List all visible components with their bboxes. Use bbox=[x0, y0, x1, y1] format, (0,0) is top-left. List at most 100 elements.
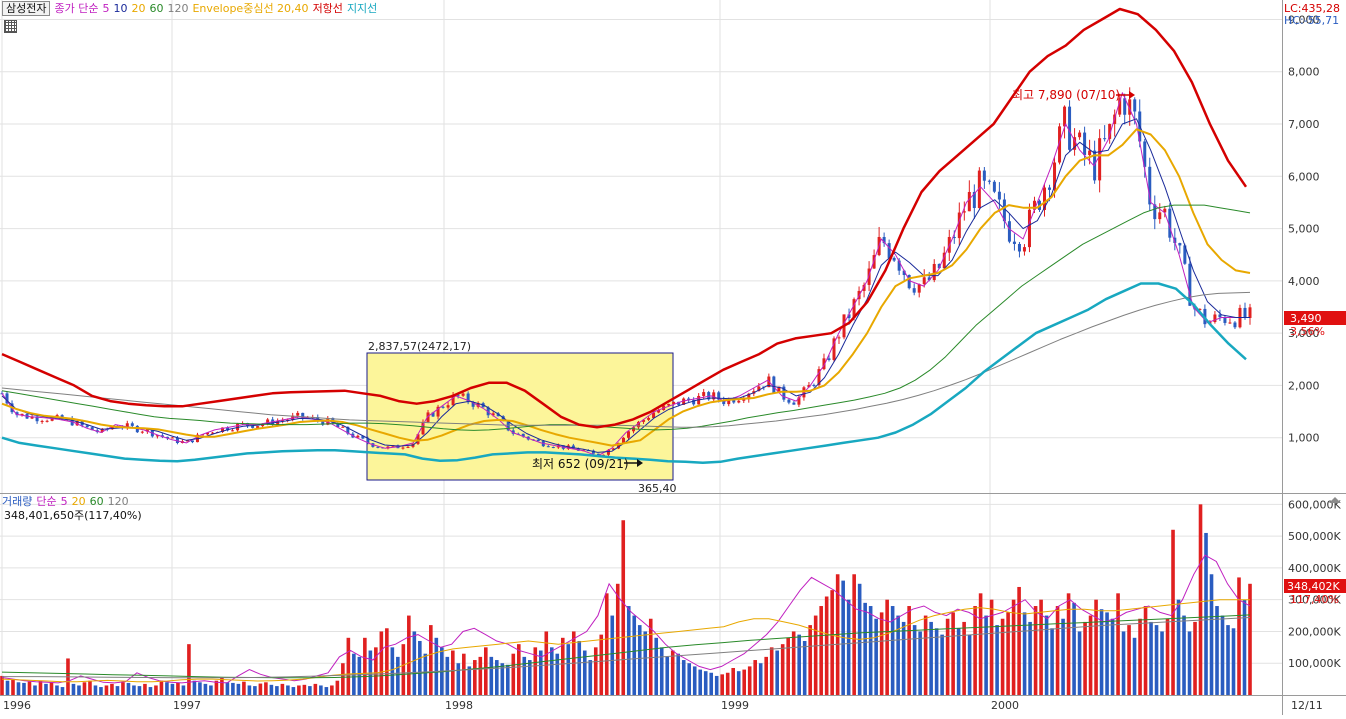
volume-bar bbox=[687, 663, 692, 695]
candle-body bbox=[982, 170, 986, 181]
volume-bar bbox=[489, 656, 494, 695]
candle-body bbox=[917, 284, 921, 293]
volume-bar bbox=[434, 637, 439, 695]
volume-bar bbox=[209, 685, 213, 695]
volume-bar bbox=[907, 606, 911, 695]
candle-body bbox=[1022, 247, 1026, 252]
volume-bar bbox=[852, 574, 856, 695]
volume-bar bbox=[385, 628, 389, 695]
candle-body bbox=[85, 425, 89, 428]
volume-bar bbox=[1149, 621, 1153, 695]
x-tick-label: 2000 bbox=[991, 699, 1019, 712]
candle-body bbox=[190, 440, 194, 443]
candle-body bbox=[927, 277, 931, 281]
volume-bar bbox=[797, 634, 801, 695]
volume-bar bbox=[676, 653, 681, 695]
candle-body bbox=[847, 314, 851, 319]
price-tick-label: 6,000 bbox=[1288, 170, 1320, 183]
candle-body bbox=[1103, 138, 1107, 140]
candle-body bbox=[1133, 99, 1137, 112]
axes: 1,000 2,000 3,000 4,000 5,000 6,000 7,000 8,000… bbox=[3, 13, 1341, 712]
volume-bar bbox=[231, 682, 235, 695]
candle-body bbox=[1228, 322, 1232, 324]
candle-body bbox=[316, 417, 320, 421]
candle-body bbox=[962, 211, 966, 213]
volume-bar bbox=[874, 618, 878, 695]
volume-bar bbox=[253, 686, 257, 695]
candle-body bbox=[90, 427, 94, 431]
price-tick-label: 8,000 bbox=[1288, 66, 1320, 79]
volume-bar bbox=[681, 660, 686, 695]
volume-bar bbox=[236, 683, 241, 695]
volume-line-ma5 bbox=[1, 554, 1251, 684]
stock-name[interactable]: 삼성전자 bbox=[2, 1, 51, 16]
candle-body bbox=[787, 399, 791, 403]
volume-bar bbox=[258, 683, 263, 695]
candle-body bbox=[1043, 187, 1047, 210]
candle-body bbox=[837, 337, 841, 339]
volume-bar bbox=[1132, 637, 1137, 695]
volume-bar bbox=[753, 660, 757, 695]
candle-body bbox=[1088, 150, 1092, 156]
candle-body bbox=[406, 446, 410, 448]
candle-body bbox=[130, 423, 134, 426]
ma20-legend: 20 bbox=[131, 2, 146, 15]
volume-bar bbox=[0, 675, 4, 695]
change-pct: 3,56% bbox=[1290, 325, 1325, 338]
volume-bar bbox=[956, 628, 961, 695]
candle-body bbox=[882, 236, 886, 244]
volume-bar bbox=[143, 683, 147, 695]
volume-bar bbox=[82, 682, 87, 695]
volume-bar bbox=[1110, 618, 1115, 695]
candle-body bbox=[777, 386, 781, 393]
volume-bar bbox=[698, 669, 703, 695]
volume-bar bbox=[731, 667, 736, 695]
candle-body bbox=[1148, 166, 1152, 205]
candle-body bbox=[667, 404, 671, 406]
volume-bar bbox=[1028, 621, 1032, 695]
volume-bar bbox=[830, 590, 834, 695]
candle-body bbox=[772, 376, 776, 393]
volume-bar bbox=[764, 656, 768, 695]
volume-bar bbox=[1094, 599, 1098, 695]
volume-bar bbox=[1077, 631, 1082, 695]
candle-body bbox=[165, 436, 169, 439]
volume-bar bbox=[357, 656, 362, 695]
volume-bar bbox=[1187, 631, 1192, 695]
volume-bar bbox=[379, 631, 384, 695]
volume-bar bbox=[44, 683, 48, 695]
candle-body bbox=[75, 420, 79, 426]
candle-body bbox=[1188, 263, 1192, 306]
volume-bar bbox=[445, 656, 450, 695]
candle-body bbox=[957, 212, 961, 239]
volume-bar bbox=[22, 682, 26, 695]
volume-tick-label: 100,000K bbox=[1288, 657, 1341, 670]
candle-body bbox=[967, 191, 971, 212]
candle-body bbox=[251, 425, 255, 428]
volume-bar bbox=[511, 653, 516, 695]
volume-bar bbox=[813, 615, 818, 695]
grid-icon[interactable] bbox=[4, 20, 17, 33]
candle-body bbox=[1053, 162, 1057, 190]
volume-bar bbox=[99, 687, 103, 695]
volume-bar bbox=[978, 593, 983, 695]
volume-bar bbox=[714, 675, 719, 695]
high-annotation: 최고 7,890 (07/10) bbox=[1012, 88, 1120, 102]
volume-bar bbox=[527, 660, 532, 695]
volume-bar bbox=[659, 647, 664, 695]
candle-body bbox=[431, 412, 435, 417]
volume-bar bbox=[1099, 609, 1104, 695]
volume-bar bbox=[1160, 631, 1164, 695]
volume-bar bbox=[1044, 615, 1049, 695]
candle-body bbox=[1063, 106, 1067, 127]
candle-body bbox=[511, 430, 515, 434]
candle-body bbox=[652, 412, 656, 419]
candle-body bbox=[1163, 208, 1167, 213]
volume-scroll-icon[interactable] bbox=[1329, 497, 1341, 503]
vma20-legend: 20 bbox=[71, 495, 86, 508]
candle-body bbox=[140, 431, 144, 433]
candle-body bbox=[1123, 98, 1127, 115]
volume-bar bbox=[599, 634, 604, 695]
candle-body bbox=[832, 338, 836, 360]
candle-body bbox=[611, 448, 615, 450]
